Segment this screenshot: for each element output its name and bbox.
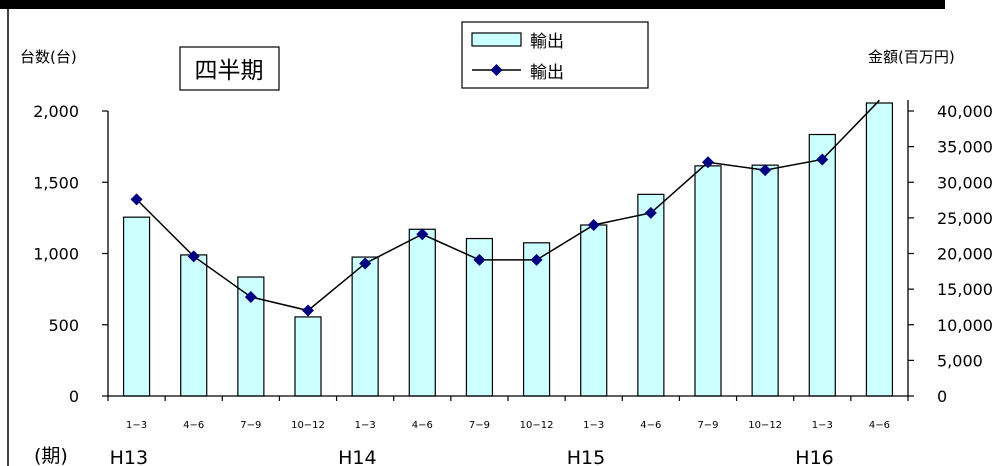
year-label: H16 bbox=[795, 447, 833, 466]
y-left-tick-label: 1,000 bbox=[33, 245, 79, 264]
x-tick-label: 7−9 bbox=[240, 420, 261, 431]
y-right-tick-label: 35,000 bbox=[937, 138, 993, 157]
top-band bbox=[0, 0, 945, 9]
legend-line-marker bbox=[490, 64, 503, 76]
y-left-tick-label: 2,000 bbox=[33, 102, 79, 121]
bar bbox=[580, 224, 608, 397]
x-tick-label: 4−6 bbox=[183, 420, 204, 431]
line-series-path bbox=[136, 99, 880, 312]
x-tick-label: 4−6 bbox=[640, 420, 661, 431]
y-left-axis-title: 台数(台) bbox=[20, 48, 77, 66]
line-point bbox=[816, 153, 829, 166]
legend-bar-label: 輸出 bbox=[530, 32, 564, 52]
line-point bbox=[302, 304, 314, 317]
bar bbox=[180, 254, 208, 397]
y-left-tick-label: 0 bbox=[69, 387, 79, 406]
x-axis-title: (期) bbox=[34, 445, 68, 466]
line-point bbox=[587, 219, 600, 231]
line-point bbox=[359, 257, 372, 270]
line-point bbox=[187, 250, 200, 263]
y-right-tick-label: 20,000 bbox=[937, 245, 993, 264]
line-point bbox=[530, 253, 543, 266]
bar bbox=[637, 193, 665, 397]
y-right-tick-label: 15,000 bbox=[937, 280, 993, 299]
y-right-tick-label: 10,000 bbox=[937, 316, 993, 335]
y-left-tick-label: 500 bbox=[48, 316, 79, 335]
bar bbox=[408, 228, 436, 397]
bar bbox=[865, 102, 894, 397]
chart-label-box bbox=[179, 46, 280, 91]
y-right-tick-label: 0 bbox=[937, 387, 947, 406]
line-point bbox=[416, 228, 429, 241]
line-point bbox=[244, 290, 257, 303]
y-right-tick-label: 5,000 bbox=[937, 351, 983, 370]
x-tick-label: 1−3 bbox=[126, 420, 147, 431]
line-point bbox=[644, 206, 657, 219]
x-tick-label: 4−6 bbox=[869, 420, 890, 431]
year-label: H15 bbox=[567, 447, 605, 466]
x-tick-label: 10−12 bbox=[291, 420, 325, 431]
bar bbox=[522, 242, 551, 397]
x-tick-label: 10−12 bbox=[748, 420, 782, 431]
y-right-axis-title: 金額(百万円) bbox=[868, 48, 955, 66]
bar bbox=[751, 164, 779, 397]
bar bbox=[694, 165, 722, 397]
bar bbox=[294, 316, 322, 397]
bar bbox=[351, 256, 379, 397]
line-point bbox=[702, 156, 714, 169]
x-tick-label: 1−3 bbox=[812, 420, 833, 431]
year-label: H14 bbox=[338, 447, 376, 466]
legend-bar-swatch bbox=[471, 32, 522, 47]
y-right-tick-label: 40,000 bbox=[937, 102, 993, 121]
x-tick-label: 10−12 bbox=[520, 420, 554, 431]
y-left-tick-label: 1,500 bbox=[33, 173, 79, 192]
x-tick-label: 7−9 bbox=[697, 420, 718, 431]
y-right-tick-label: 30,000 bbox=[937, 173, 993, 192]
chart-label: 四半期 bbox=[195, 58, 264, 84]
year-label: H13 bbox=[110, 447, 148, 466]
x-tick-label: 1−3 bbox=[583, 420, 604, 431]
x-tick-label: 7−9 bbox=[469, 420, 490, 431]
line-point bbox=[759, 164, 772, 177]
x-tick-label: 4−6 bbox=[412, 420, 433, 431]
bar bbox=[122, 216, 151, 397]
line-point bbox=[130, 193, 143, 206]
line-point bbox=[473, 253, 486, 266]
y-right-tick-label: 25,000 bbox=[937, 209, 993, 228]
legend-line-label: 輸出 bbox=[530, 63, 564, 83]
x-tick-label: 1−3 bbox=[355, 420, 376, 431]
bar bbox=[808, 133, 836, 397]
